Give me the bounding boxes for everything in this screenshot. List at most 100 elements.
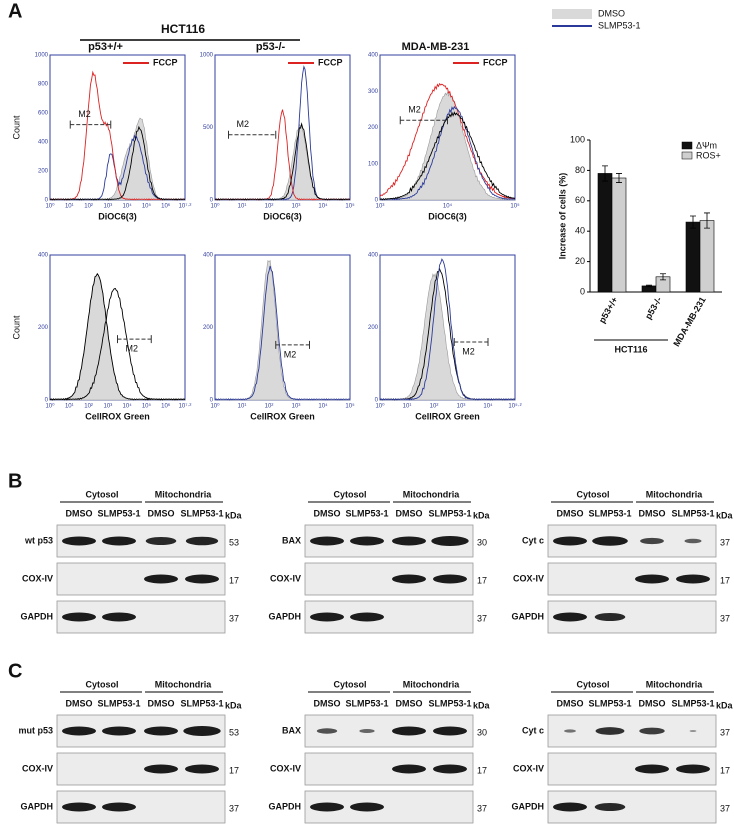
x-tick-label: 10² <box>430 404 439 410</box>
fraction-label: Mitochondria <box>403 679 460 689</box>
y-tick-label: 80 <box>575 165 585 175</box>
histogram-fill <box>379 273 516 401</box>
blot-strip <box>547 714 717 748</box>
x-tick-label: 10⁷·² <box>179 403 192 410</box>
y-tick-label: 0 <box>45 398 49 404</box>
legend-swatch <box>681 151 693 160</box>
y-tick-label: 0 <box>210 198 214 204</box>
histogram-curve <box>214 122 351 201</box>
group-label: HCT116 <box>614 344 647 354</box>
histogram-fill <box>214 259 351 401</box>
lane-label: DMSO <box>396 698 423 708</box>
lane-label: DMSO <box>639 698 666 708</box>
x-axis-label: DiOC6(3) <box>98 211 137 221</box>
x-tick-label: 10² <box>265 404 274 410</box>
blot-band <box>553 612 587 622</box>
kda-label: 53 <box>229 537 239 547</box>
blot-band <box>592 536 628 546</box>
histogram-curve <box>214 109 351 201</box>
histogram-title: p53+/+ <box>88 41 123 53</box>
protein-label: COX-IV <box>513 763 544 773</box>
blot-band <box>144 764 178 774</box>
protein-label: COX-IV <box>22 763 53 773</box>
protein-label: BAX <box>282 725 301 735</box>
x-tick-label: 10⁶ <box>161 403 171 410</box>
y-tick-label: 60 <box>575 195 585 205</box>
protein-label: GAPDH <box>511 611 544 621</box>
x-tick-label: 10⁵·² <box>508 403 521 410</box>
gate-label: M2 <box>78 109 91 119</box>
y-axis-label: Count <box>11 115 21 140</box>
legend-swatch <box>552 9 592 19</box>
kda-label: 37 <box>720 613 730 623</box>
x-tick-label: 10⁵ <box>142 403 152 410</box>
blot-band <box>316 728 338 734</box>
panel-label: A <box>8 0 22 22</box>
kda-label: 37 <box>477 803 487 813</box>
blot-band <box>102 536 136 546</box>
blot-band <box>392 764 426 774</box>
x-tick-label: 10⁴ <box>123 203 133 210</box>
x-tick-label: 10³ <box>104 204 113 210</box>
y-tick-label: 0 <box>580 286 585 296</box>
lane-label: SLMP53-1 <box>428 508 471 518</box>
x-tick-label: 10³ <box>292 204 301 210</box>
fraction-label: Cytosol <box>576 679 609 689</box>
kda-label: 53 <box>229 727 239 737</box>
legend-label: ROS+ <box>696 150 721 160</box>
error-bar <box>646 284 652 288</box>
lane-label: SLMP53-1 <box>428 698 471 708</box>
gate-label: M2 <box>237 119 250 129</box>
fraction-label: Cytosol <box>333 679 366 689</box>
blot-band <box>433 574 467 584</box>
blot-band <box>102 612 136 622</box>
histogram-curve <box>379 105 516 201</box>
fraction-label: Mitochondria <box>403 489 460 499</box>
kda-label: 17 <box>229 765 239 775</box>
fraction-label: Mitochondria <box>155 679 212 689</box>
lane-label: SLMP53-1 <box>345 508 388 518</box>
y-tick-label: 400 <box>368 53 379 59</box>
gate-label: M2 <box>408 105 421 115</box>
x-tick-label: 10² <box>84 404 93 410</box>
protein-label: GAPDH <box>268 611 301 621</box>
unit-label: kDa <box>716 700 734 710</box>
y-tick-label: 400 <box>38 140 49 146</box>
y-tick-label: 200 <box>203 325 214 331</box>
blot-band <box>185 574 219 584</box>
histogram-curve <box>49 287 186 401</box>
group-label: HCT116 <box>161 22 205 36</box>
kda-label: 30 <box>477 727 487 737</box>
x-axis-label: CellROX Green <box>85 411 150 421</box>
legend-swatch <box>681 141 693 150</box>
x-tick-label: 10² <box>265 204 274 210</box>
lane-label: SLMP53-1 <box>588 698 631 708</box>
y-tick-label: 1000 <box>200 53 214 59</box>
blot-band <box>62 536 96 546</box>
lane-label: SLMP53-1 <box>180 508 223 518</box>
blot-band <box>392 536 426 546</box>
blot-band <box>102 802 136 812</box>
lane-label: DMSO <box>66 698 93 708</box>
error-bar <box>616 173 622 183</box>
histogram-curve <box>49 70 186 201</box>
kda-label: 17 <box>477 575 487 585</box>
kda-label: 37 <box>229 613 239 623</box>
histogram-curve <box>214 65 351 201</box>
protein-label: COX-IV <box>513 573 544 583</box>
unit-label: kDa <box>225 700 243 710</box>
kda-label: 30 <box>477 537 487 547</box>
y-axis-label: Increase of cells (%) <box>557 173 567 260</box>
error-bar <box>704 212 710 229</box>
x-axis-label: DiOC6(3) <box>428 211 467 221</box>
blot-band <box>433 764 467 774</box>
error-bar <box>660 273 666 281</box>
lane-label: DMSO <box>66 508 93 518</box>
kda-label: 17 <box>229 575 239 585</box>
y-tick-label: 600 <box>38 111 49 117</box>
blot-band <box>359 728 375 734</box>
unit-label: kDa <box>473 700 491 710</box>
error-bar <box>602 165 608 182</box>
x-tick-label: 10³ <box>104 404 113 410</box>
blot-band <box>310 612 344 622</box>
